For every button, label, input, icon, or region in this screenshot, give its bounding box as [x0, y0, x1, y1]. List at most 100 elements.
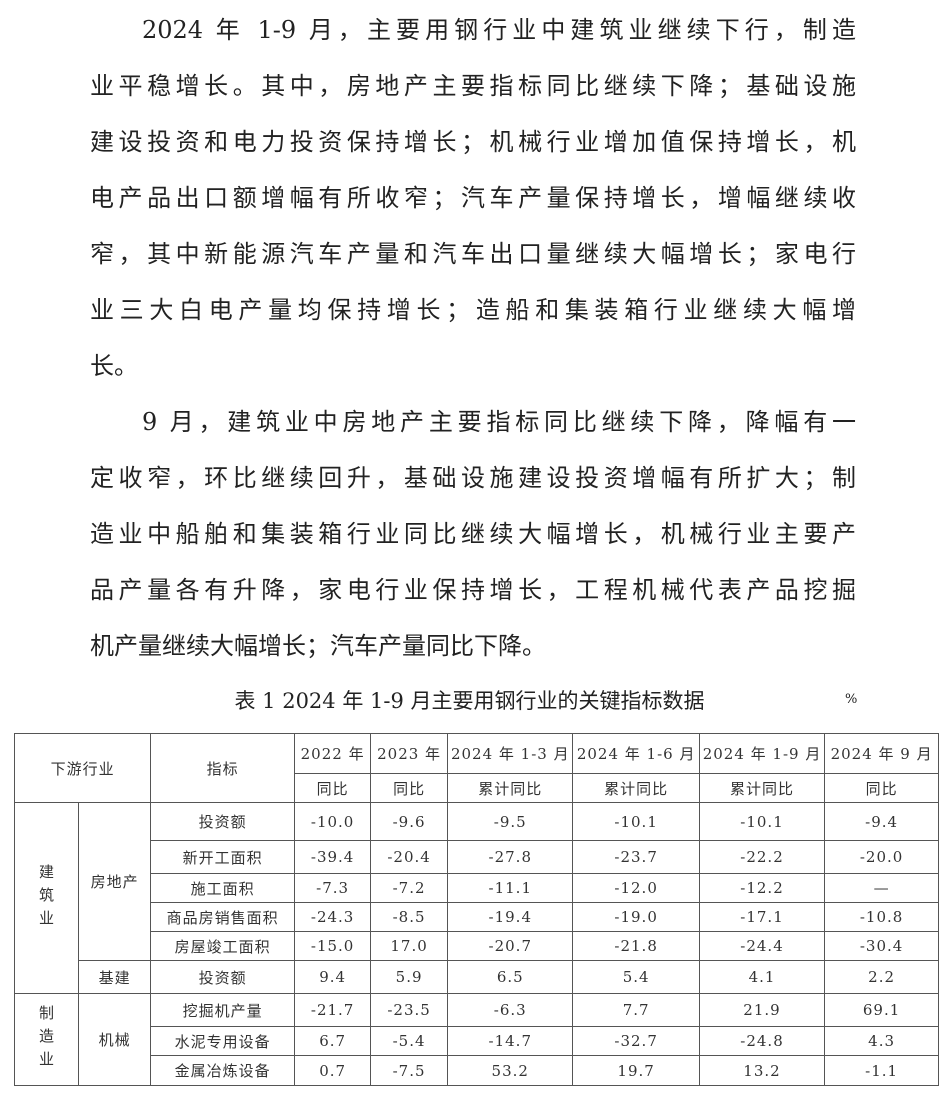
- value-cell: -23.7: [572, 840, 700, 874]
- value-cell: 5.9: [370, 960, 449, 994]
- value-cell: 7.7: [572, 993, 700, 1027]
- subgroup-infrastructure: 基建: [77, 960, 152, 994]
- header-period: 2023 年: [370, 733, 449, 774]
- value-cell: -24.8: [698, 1026, 826, 1056]
- header-industry: 下游行业: [13, 733, 152, 803]
- paragraph-line: 建设投资和电力投资保持增长；机械行业增加值保持增长，机: [90, 128, 856, 156]
- value-cell: -24.4: [698, 931, 826, 961]
- header-measure: 累计同比: [698, 773, 826, 803]
- value-cell: -11.1: [447, 873, 574, 903]
- indicator-cell: 施工面积: [150, 873, 296, 903]
- indicator-cell: 新开工面积: [150, 840, 296, 874]
- header-period: 2024 年 1-6 月: [572, 733, 700, 774]
- value-cell: -20.7: [447, 931, 574, 961]
- header-measure: 同比: [370, 773, 449, 803]
- value-cell: 17.0: [370, 931, 449, 961]
- table-row: 建筑业 房地产 投资额 -10.0 -9.6 -9.5 -10.1 -10.1 -9.4: [14, 802, 939, 994]
- value-cell: 53.2: [447, 1055, 574, 1086]
- value-cell: -32.7: [572, 1026, 700, 1056]
- table-row: 基建 投资额 9.4 5.9 6.5 5.4 4.1 2.2: [15, 960, 939, 994]
- paragraph-line: 长。: [90, 352, 138, 380]
- value-cell: -10.0: [294, 802, 372, 841]
- value-cell: -12.0: [572, 873, 700, 903]
- indicator-cell: 房屋竣工面积: [150, 931, 296, 961]
- value-cell: -15.0: [294, 931, 372, 961]
- value-cell: -19.0: [572, 902, 700, 932]
- value-cell: 69.1: [824, 993, 939, 1027]
- header-period: 2024 年 1-9 月: [698, 733, 826, 774]
- paragraph-2: 9 月，建筑业中房地产主要指标同比继续下降，降幅有一定收窄，环比继续回升，基础设…: [90, 394, 856, 674]
- table-row: 新开工面积 -39.4 -20.4 -27.8 -23.7 -22.2 -20.0: [15, 840, 939, 874]
- table-row: 房屋竣工面积 -15.0 17.0 -20.7 -21.8 -24.4 -30.4: [15, 931, 939, 961]
- value-cell: -30.4: [824, 931, 939, 961]
- value-cell: 0.7: [294, 1055, 372, 1086]
- value-cell: -39.4: [294, 840, 372, 874]
- header-period: 2024 年 1-3 月: [447, 733, 574, 774]
- value-cell: -10.1: [572, 802, 700, 841]
- value-cell: -24.3: [294, 902, 372, 932]
- header-period: 2024 年 9 月: [824, 733, 939, 774]
- header-indicator: 指标: [150, 733, 296, 803]
- value-cell: 6.5: [447, 960, 574, 994]
- value-cell: 9.4: [294, 960, 372, 994]
- value-cell: -8.5: [370, 902, 449, 932]
- paragraph-line: 品产量各有升降，家电行业保持增长，工程机械代表产品挖掘: [90, 576, 856, 604]
- value-cell: -14.7: [447, 1026, 574, 1056]
- value-cell: -9.5: [447, 802, 574, 841]
- value-cell: -9.4: [824, 802, 939, 841]
- paragraph-1: 2024 年 1-9 月，主要用钢行业中建筑业继续下行，制造业平稳增长。其中，房…: [90, 2, 856, 394]
- value-cell: 6.7: [294, 1026, 372, 1056]
- paragraph-line: 窄，其中新能源汽车产量和汽车出口量继续大幅增长；家电行: [90, 240, 856, 268]
- indicator-cell: 投资额: [150, 802, 296, 841]
- table-unit: %: [845, 692, 858, 707]
- value-cell: -6.3: [447, 993, 574, 1027]
- value-cell: -7.3: [294, 873, 372, 903]
- value-cell: -1.1: [824, 1055, 939, 1086]
- header-measure: 累计同比: [447, 773, 574, 803]
- value-cell: -10.1: [698, 802, 826, 841]
- value-cell: -12.2: [698, 873, 826, 903]
- value-cell: -17.1: [698, 902, 826, 932]
- table-row: 商品房销售面积 -24.3 -8.5 -19.4 -19.0 -17.1 -10.8: [15, 902, 939, 932]
- paragraph-line: 业平稳增长。其中，房地产主要指标同比继续下降；基础设施: [90, 72, 856, 100]
- value-cell: -21.7: [294, 993, 372, 1027]
- value-cell: -10.8: [824, 902, 939, 932]
- value-cell: 13.2: [698, 1055, 826, 1086]
- indicator-cell: 商品房销售面积: [150, 902, 296, 932]
- value-cell: -19.4: [447, 902, 574, 932]
- value-cell: 5.4: [572, 960, 700, 994]
- paragraph-line: 定收窄，环比继续回升，基础设施建设投资增幅有所扩大；制: [90, 464, 856, 492]
- value-cell: -22.2: [698, 840, 826, 874]
- value-cell: -5.4: [370, 1026, 449, 1056]
- value-cell: 2.2: [824, 960, 939, 994]
- group-manufacturing: 制造业: [14, 993, 79, 1086]
- indicator-cell: 水泥专用设备: [150, 1026, 296, 1056]
- value-cell: -20.0: [824, 840, 939, 874]
- group-construction: 建筑业: [14, 802, 79, 994]
- indicator-cell: 挖掘机产量: [150, 993, 296, 1027]
- paragraph-line: 9 月，建筑业中房地产主要指标同比继续下降，降幅有一: [142, 408, 856, 436]
- value-cell: 4.3: [824, 1026, 939, 1056]
- indicator-cell: 金属冶炼设备: [150, 1055, 296, 1086]
- value-cell: -20.4: [370, 840, 449, 874]
- table-caption: 表 1 2024 年 1-9 月主要用钢行业的关键指标数据: [234, 689, 705, 713]
- paragraph-line: 业三大白电产量均保持增长；造船和集装箱行业继续大幅增: [90, 296, 856, 324]
- value-cell: -7.5: [370, 1055, 449, 1086]
- paragraph-line: 电产品出口额增幅有所收窄；汽车产量保持增长，增幅继续收: [90, 184, 856, 212]
- value-cell: —: [824, 873, 939, 903]
- key-indicators-table: 下游行业 指标 2022 年 2023 年 2024 年 1-3 月 2024 年 1-6…: [13, 733, 939, 1086]
- subgroup-machinery: 机械: [77, 993, 152, 1086]
- paragraph-line: 机产量继续大幅增长；汽车产量同比下降。: [90, 632, 546, 660]
- header-measure: 同比: [294, 773, 372, 803]
- table-row: 水泥专用设备 6.7 -5.4 -14.7 -32.7 -24.8 4.3: [15, 1026, 939, 1056]
- header-row: 同比 同比 累计同比 累计同比 累计同比 同比: [15, 773, 939, 803]
- value-cell: 21.9: [698, 993, 826, 1027]
- indicator-cell: 投资额: [150, 960, 296, 994]
- header-measure: 累计同比: [572, 773, 700, 803]
- paragraph-line: 2024 年 1-9 月，主要用钢行业中建筑业继续下行，制造: [142, 16, 856, 44]
- header-period: 2022 年: [294, 733, 372, 774]
- value-cell: -21.8: [572, 931, 700, 961]
- value-cell: 19.7: [572, 1055, 700, 1086]
- value-cell: -9.6: [370, 802, 449, 841]
- table-row: 施工面积 -7.3 -7.2 -11.1 -12.0 -12.2—: [15, 873, 939, 903]
